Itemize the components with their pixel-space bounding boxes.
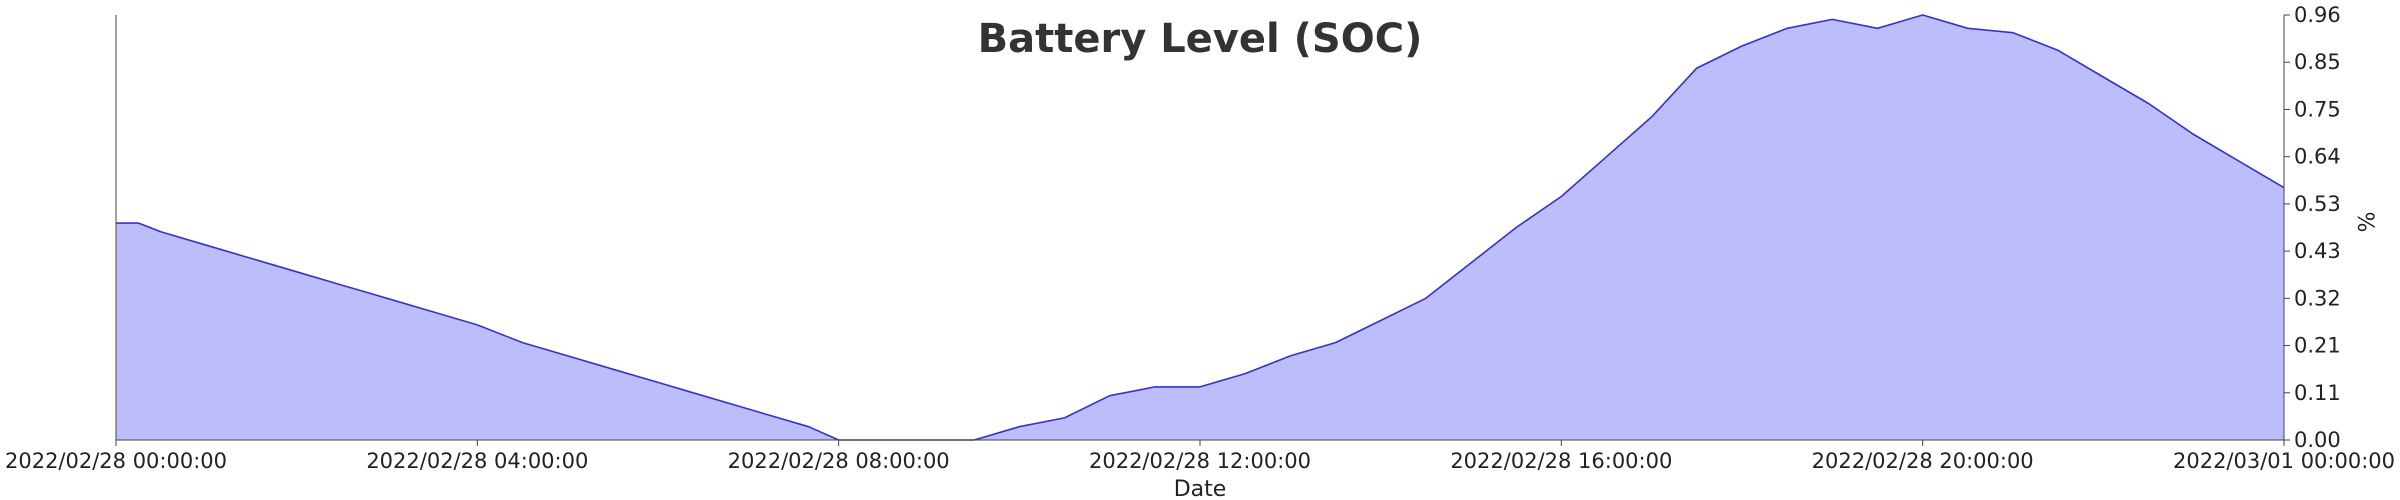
- chart-title: Battery Level (SOC): [978, 16, 1423, 62]
- x-tick-label: 2022/02/28 16:00:00: [1450, 449, 1672, 473]
- y-tick-label: 0.64: [2294, 145, 2341, 169]
- x-axis-label: Date: [1174, 477, 1227, 500]
- y-tick-label: 0.11: [2294, 381, 2341, 405]
- x-tick-label: 2022/02/28 12:00:00: [1089, 449, 1311, 473]
- y-tick-label: 0.85: [2294, 50, 2341, 74]
- soc-area-fill: [116, 15, 2284, 440]
- y-tick-label: 0.00: [2294, 428, 2341, 452]
- axes: 2022/02/28 00:00:00 2022/02/28 04:00:00 20…: [5, 3, 2395, 473]
- y-axis-label: %: [2352, 212, 2377, 233]
- x-tick-label: 2022/02/28 04:00:00: [366, 449, 588, 473]
- x-tick-label: 2022/03/01 00:00:00: [2173, 449, 2395, 473]
- soc-line: [116, 14, 2285, 441]
- y-tick-label: 0.53: [2294, 192, 2341, 216]
- plot-area: [116, 14, 2285, 441]
- y-tick-label: 0.75: [2294, 97, 2341, 121]
- y-tick-label: 0.96: [2294, 3, 2341, 27]
- x-tick-label: 2022/02/28 20:00:00: [1812, 449, 2034, 473]
- x-tick-label: 2022/02/28 00:00:00: [5, 449, 227, 473]
- y-tick-label: 0.21: [2294, 334, 2341, 358]
- x-tick-label: 2022/02/28 08:00:00: [728, 449, 950, 473]
- y-tick-label: 0.43: [2294, 239, 2341, 263]
- y-tick-label: 0.32: [2294, 286, 2341, 310]
